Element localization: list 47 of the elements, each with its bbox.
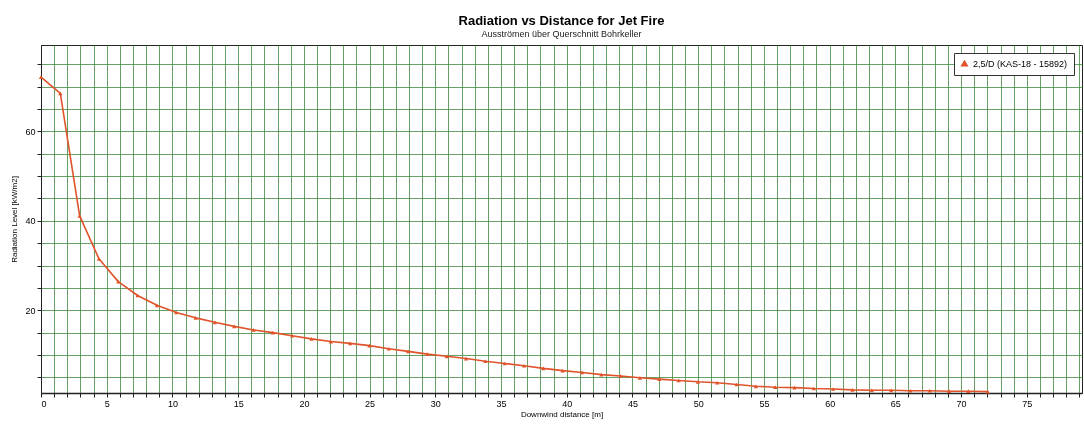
point [850,388,855,392]
point [521,363,527,368]
chart-title: Radiation vs Distance for Jet Fire [458,13,665,28]
y-tick-label: 60 [25,126,36,137]
point [618,374,623,378]
point [579,370,585,375]
y-tick-label: 20 [25,305,36,316]
point [927,388,932,393]
x-axis-title: Downwind distance [m] [520,409,604,419]
x-tick-label: 50 [693,398,704,409]
x-tick-label: 30 [430,398,441,409]
point [96,256,102,261]
point [425,352,430,356]
x-tick-label: 10 [167,398,178,409]
x-tick-label: 35 [496,398,507,409]
x-tick-label: 75 [1022,398,1033,409]
x-tick-label: 40 [562,398,573,409]
point [695,379,701,384]
x-tick-label: 5 [104,398,110,409]
x-tick-label: 70 [956,398,967,409]
point [637,375,643,380]
point [290,333,295,338]
point [966,389,971,394]
point [908,388,913,393]
point [154,303,160,308]
x-tick-label: 25 [365,398,376,409]
legend-label: 2,5/D (KAS-18 - 15892) [973,58,1068,69]
point [386,346,391,351]
y-axis-title: Radiation Level [kW/m2] [10,176,20,263]
point [715,380,720,385]
point [831,387,836,391]
x-tick-label: 15 [233,398,244,409]
point [309,337,314,341]
point [251,328,256,332]
x-tick-label: 60 [825,398,836,409]
point [657,377,662,381]
x-tick-label: 65 [890,398,901,409]
point [946,389,952,394]
chart-subtitle: Ausströmen über Querschnitt Bohrkeller [481,29,642,39]
x-tick-label: 55 [759,398,770,409]
x-tick-label: 0 [41,398,47,409]
y-tick-label: 40 [25,216,36,227]
x-tick-label: 45 [627,398,638,409]
point [77,214,82,218]
point [193,316,198,320]
point [38,75,44,80]
x-tick-label: 20 [299,398,310,409]
